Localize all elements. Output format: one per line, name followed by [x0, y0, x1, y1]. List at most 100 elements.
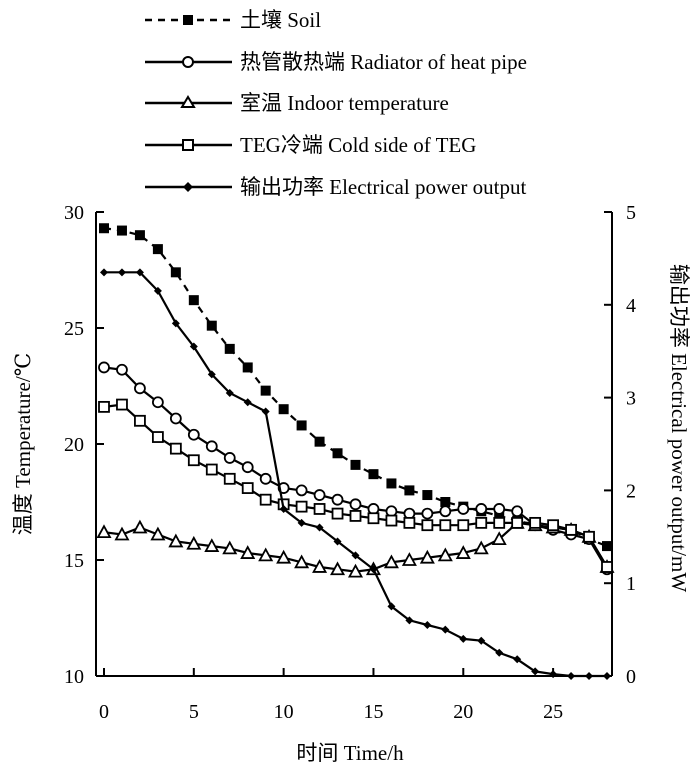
data-point-power	[135, 268, 144, 277]
data-point-soil	[494, 510, 505, 521]
data-point-power	[100, 268, 108, 277]
data-point-power	[423, 620, 432, 629]
data-point-soil	[296, 420, 307, 431]
data-point-power	[549, 670, 558, 679]
data-point-radiator	[475, 503, 488, 515]
data-point-indoor	[473, 540, 489, 555]
data-point-power	[585, 672, 594, 680]
data-point-indoor	[186, 535, 202, 550]
data-point-indoor	[312, 559, 328, 573]
data-point-power	[441, 625, 450, 634]
right-y-axis-ticks: 0 1 2 3 4 5	[604, 202, 636, 688]
data-point-teg-cold	[529, 516, 542, 529]
data-point-soil	[278, 404, 289, 415]
legend-label-radiator: 热管散热端 Radiator of heat pipe	[240, 50, 527, 74]
x-axis-title: 时间 Time/h	[296, 741, 404, 765]
data-point-power	[279, 504, 288, 513]
data-point-indoor	[96, 524, 112, 539]
x-axis-ticks: 0 5 10 15 20 25	[99, 668, 563, 723]
data-point-teg-cold	[565, 523, 577, 536]
data-point-soil	[404, 485, 415, 496]
data-point-soil	[206, 320, 217, 331]
data-point-teg-cold	[116, 398, 128, 411]
x-tick-label: 5	[189, 701, 199, 723]
legend-marker-indoor	[180, 95, 196, 108]
data-point-indoor	[222, 540, 238, 555]
legend-entry-power: 输出功率 Electrical power output	[145, 175, 527, 199]
data-point-indoor	[455, 545, 471, 559]
data-point-teg-cold	[223, 472, 236, 485]
data-point-indoor	[258, 547, 274, 562]
data-point-radiator	[349, 498, 362, 511]
data-point-radiator	[223, 452, 236, 464]
legend: 土壤 Soil 热管散热端 Radiator of heat pipe 室温 I…	[145, 8, 527, 199]
data-point-radiator	[134, 382, 146, 395]
data-point-radiator	[295, 484, 308, 497]
data-point-soil	[350, 459, 361, 470]
x-tick-label: 25	[543, 701, 563, 723]
data-point-radiator	[116, 363, 128, 376]
data-point-soil	[422, 490, 433, 501]
legend-marker-soil	[183, 15, 193, 25]
legend-entry-indoor: 室温 Indoor temperature	[145, 91, 449, 115]
data-point-power	[225, 388, 234, 397]
data-point-soil	[260, 385, 271, 396]
left-y-axis-ticks: 10 15 20 25 30	[64, 202, 104, 688]
data-point-soil	[99, 223, 109, 234]
data-point-teg-cold	[259, 493, 272, 506]
data-point-indoor	[240, 545, 256, 559]
data-point-teg-cold	[457, 519, 470, 532]
data-point-teg-cold	[421, 519, 434, 532]
data-point-indoor	[330, 561, 346, 576]
data-point-indoor	[347, 563, 364, 578]
data-point-radiator	[511, 505, 524, 518]
legend-marker-power	[183, 182, 193, 192]
left-y-tick-label: 20	[64, 434, 84, 456]
right-y-tick-label: 1	[626, 573, 636, 595]
data-point-power	[405, 616, 414, 625]
data-point-soil	[116, 225, 127, 236]
legend-entry-soil: 土壤 Soil	[145, 8, 321, 32]
data-point-power	[207, 370, 216, 379]
data-point-power	[531, 667, 540, 676]
data-point-radiator	[151, 396, 164, 409]
data-point-power	[261, 407, 270, 416]
data-point-soil	[224, 343, 235, 354]
right-y-tick-label: 3	[626, 388, 636, 410]
data-point-soil	[152, 244, 163, 255]
data-point-radiator	[457, 503, 470, 515]
data-point-teg-cold	[241, 482, 254, 494]
data-point-radiator	[331, 493, 344, 506]
data-point-power	[495, 648, 504, 657]
legend-marker-teg-cold	[182, 139, 194, 151]
left-y-tick-label: 30	[64, 202, 84, 224]
data-point-indoor	[437, 547, 453, 562]
data-point-soil	[332, 448, 343, 459]
data-point-power	[117, 268, 126, 277]
legend-label-teg-cold: TEG冷端 Cold side of TEG	[240, 133, 476, 157]
left-y-tick-label: 10	[64, 666, 84, 688]
legend-label-indoor: 室温 Indoor temperature	[240, 91, 449, 115]
data-point-power	[171, 319, 180, 328]
data-point-indoor	[419, 549, 435, 564]
data-point-power	[315, 523, 324, 532]
data-point-soil	[134, 230, 145, 241]
data-point-radiator	[98, 361, 110, 374]
data-point-radiator	[187, 428, 200, 441]
x-tick-label: 0	[99, 701, 109, 723]
data-point-power	[351, 551, 360, 560]
right-y-axis-title: 输出功率 Electrical power output/mW	[667, 264, 691, 593]
data-point-soil	[314, 436, 325, 447]
data-point-indoor	[401, 552, 417, 566]
data-point-teg-cold	[98, 400, 110, 413]
legend-entry-radiator: 热管散热端 Radiator of heat pipe	[145, 50, 527, 74]
data-point-teg-cold	[511, 516, 524, 529]
data-point-power	[369, 565, 378, 574]
data-point-radiator	[493, 503, 506, 515]
data-point-teg-cold	[367, 512, 380, 525]
data-point-soil	[242, 362, 253, 373]
data-point-power	[459, 634, 468, 643]
data-point-soil	[368, 469, 379, 480]
data-point-teg-cold	[331, 507, 344, 520]
data-point-indoor	[204, 538, 220, 552]
